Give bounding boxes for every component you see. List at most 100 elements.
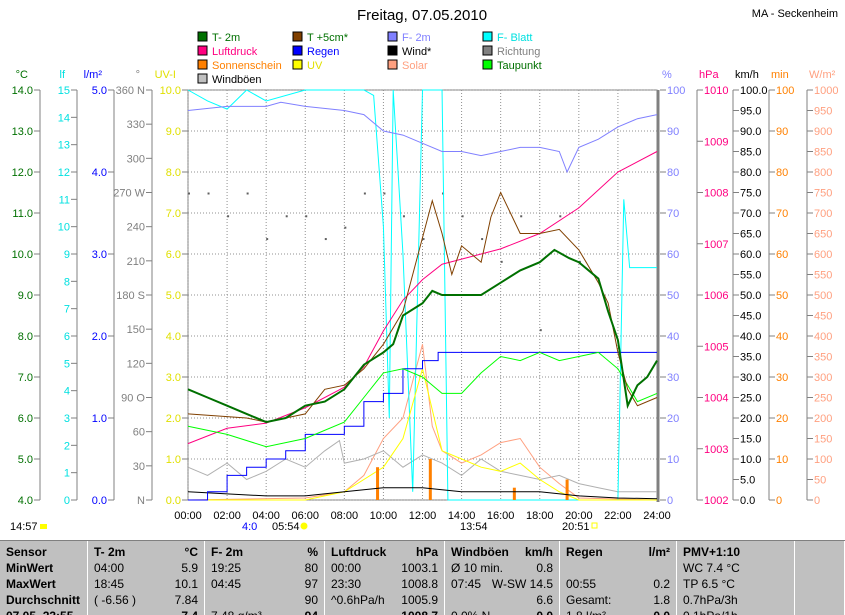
axis-unit-label: W/m²: [809, 69, 836, 81]
axis-tick-label: 40.0: [740, 331, 761, 343]
table-cell: 0.8: [536, 561, 553, 575]
table-cell: km/h: [524, 545, 553, 559]
table-cell: 1.8 l/m²: [566, 608, 606, 615]
table-cell: PMV+1:10: [683, 545, 741, 559]
legend-label: F- Blatt: [497, 32, 532, 44]
axis-tick-label: 60: [667, 249, 679, 261]
sunrise-icon: [300, 522, 308, 530]
sun-icon: [40, 524, 47, 529]
series-taupunkt: [187, 351, 658, 448]
table-cell: 07:45: [451, 577, 482, 591]
legend-swatch: [387, 31, 398, 42]
axis-unit-label: lf: [60, 69, 66, 81]
axis-tick-label: 60: [133, 427, 145, 439]
legend-label: Wind*: [402, 46, 432, 58]
axis-tick-label: 0.0: [92, 495, 107, 507]
direction-point: [422, 238, 425, 241]
table-cell: 80: [304, 561, 318, 575]
axis-tick-label: N: [137, 495, 145, 507]
axis-tick-label: 8.0: [166, 167, 181, 179]
direction-point: [481, 238, 484, 241]
axis-tick-label: 10.0: [12, 249, 33, 261]
time-tick-label: 18:00: [526, 510, 554, 522]
axis-tick-label: 50: [776, 290, 788, 302]
legend-swatch: [292, 59, 303, 70]
axis-tick-label: 250: [814, 393, 832, 405]
axis-tick-label: 850: [814, 147, 832, 159]
axis-tick-label: 15: [58, 85, 70, 97]
table-cell: 0.0: [536, 608, 553, 615]
table-cell: W-SW 14.5: [491, 577, 553, 591]
series-sonnenschein: [376, 459, 569, 500]
table-cell: Ø 10 min.: [451, 561, 504, 575]
axis-tick-label: 70: [667, 208, 679, 220]
axis-kmh: km/h 0.0 5.0 10.0 15.0 20.0 25.0 30.0 35.0 40.0 45…: [732, 69, 768, 507]
direction-point: [266, 238, 269, 241]
time-tick-label: 10:00: [370, 510, 398, 522]
axis-tick-label: 35.0: [740, 352, 761, 364]
axis-tick-label: 0.0: [166, 495, 181, 507]
sunshine-bar: [428, 459, 432, 500]
axis-tick-label: 7.0: [166, 208, 181, 220]
legend-label: Solar: [402, 60, 428, 72]
axis-tick-label: 1.0: [166, 454, 181, 466]
axis-tick-label: 5.0: [740, 475, 755, 487]
axis-tick-label: 1007: [704, 239, 728, 251]
axis-tick-label: 10: [667, 454, 679, 466]
axis-tick-label: 0: [64, 495, 70, 507]
table-cell: 5.9: [181, 561, 198, 575]
axis-tick-label: 4: [64, 386, 70, 398]
axis-tick-label: 5.0: [92, 85, 107, 97]
direction-point: [344, 226, 347, 229]
table-cell: Regen: [566, 545, 603, 559]
axis-tick-label: 50: [667, 290, 679, 302]
axis-tick-label: 330: [127, 119, 145, 131]
legend-swatch: [197, 45, 208, 56]
table-cell: ( -6.56 ): [94, 593, 137, 607]
axis-tick-label: 0: [667, 495, 673, 507]
axis-tick-label: 5.0: [166, 290, 181, 302]
axis-tick-label: 100: [814, 454, 832, 466]
legend-label: T- 2m: [212, 32, 240, 44]
axis-tick-label: 7.0: [18, 372, 33, 384]
time-axis: 00:00 02:00 04:00 06:00 08:00 10:00 12:00 14:00…: [174, 510, 671, 522]
time-tick-label: 02:00: [213, 510, 241, 522]
sun-markers: 14:57 4:0 05:54 13:54 20:51: [10, 521, 598, 533]
direction-point: [305, 215, 308, 218]
table-row: 1008.7: [331, 608, 438, 615]
axis-tick-label: 13: [58, 140, 70, 152]
axis-tick-label: 75.0: [740, 188, 761, 200]
legend-label: UV: [307, 60, 323, 72]
axis-tick-label: 1010: [704, 85, 728, 97]
direction-point: [227, 215, 230, 218]
axis-tick-label: 1004: [704, 393, 728, 405]
axis-tick-label: 300: [814, 372, 832, 384]
axis-tick-label: 11.0: [12, 208, 33, 220]
table-cell: 23:30: [331, 577, 362, 591]
axis-tick-label: 4.0: [92, 167, 107, 179]
axis-tick-label: 80: [667, 167, 679, 179]
table-row: 7.4: [94, 608, 198, 615]
axis-tick-label: 25.0: [740, 393, 761, 405]
moon-time: 4:0: [242, 521, 257, 533]
time-tick-label: 14:00: [448, 510, 476, 522]
axis-tick-label: 100.0: [740, 85, 768, 97]
table-cell: hPa: [415, 545, 438, 559]
table-cell: TP 6.5 °C: [683, 577, 735, 591]
table-column: Windböen km/h Ø 10 min. 0.8 07:45 W-SW 14.5 6.…: [445, 541, 560, 615]
axis-unit-label: UV-I: [155, 69, 176, 81]
legend-swatch: [482, 59, 493, 70]
axis-tick-label: 150: [814, 434, 832, 446]
direction-point: [500, 260, 503, 263]
axis-tick-label: 2: [64, 440, 70, 452]
axis-tick-label: 95.0: [740, 106, 761, 118]
axis-tick-label: 1009: [704, 136, 728, 148]
axis-tick-label: 10.0: [740, 454, 761, 466]
table-row: 07.05. 23:55: [6, 608, 81, 615]
axis-hum: % 0 10 20 30 40 50 60 70 80 90 100: [660, 69, 685, 507]
axis-tick-label: 30.0: [740, 372, 761, 384]
axis-tick-label: 8: [64, 276, 70, 288]
axis-tick-label: 800: [814, 167, 832, 179]
sunshine-bar: [376, 467, 380, 500]
table-cell: 0.0: [653, 608, 670, 615]
